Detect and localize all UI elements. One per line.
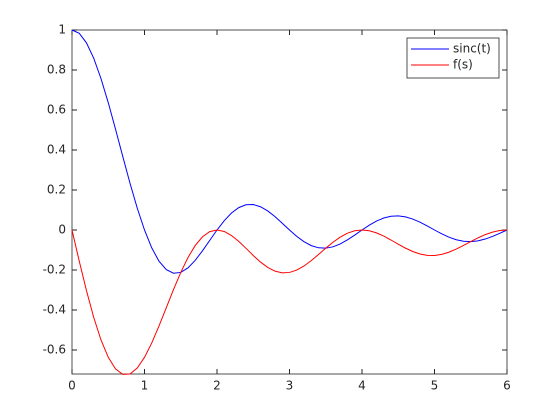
y-tick-label: 0.6 xyxy=(47,103,66,117)
legend-box xyxy=(406,37,500,79)
legend-label: f(s) xyxy=(453,58,473,72)
y-tick-label: -0.4 xyxy=(43,303,66,317)
y-tick-label: 0.8 xyxy=(47,63,66,77)
plot-area xyxy=(71,29,508,375)
y-tick-label: -0.6 xyxy=(43,343,66,357)
legend-label: sinc(t) xyxy=(453,42,491,56)
x-tick-label: 2 xyxy=(213,379,221,393)
x-tick-label: 0 xyxy=(68,379,76,393)
series-line xyxy=(71,29,508,274)
y-tick-label: 1 xyxy=(58,23,66,37)
x-tick-label: 6 xyxy=(503,379,511,393)
y-tick-label: 0 xyxy=(58,223,66,237)
y-tick-label: 0.2 xyxy=(47,183,66,197)
x-tick-label: 5 xyxy=(431,379,439,393)
x-tick-label: 1 xyxy=(141,379,149,393)
x-tick-label: 4 xyxy=(358,379,366,393)
x-tick-label: 3 xyxy=(286,379,294,393)
y-tick-label: -0.2 xyxy=(43,263,66,277)
series-line xyxy=(71,229,508,375)
y-tick-label: 0.4 xyxy=(47,143,66,157)
